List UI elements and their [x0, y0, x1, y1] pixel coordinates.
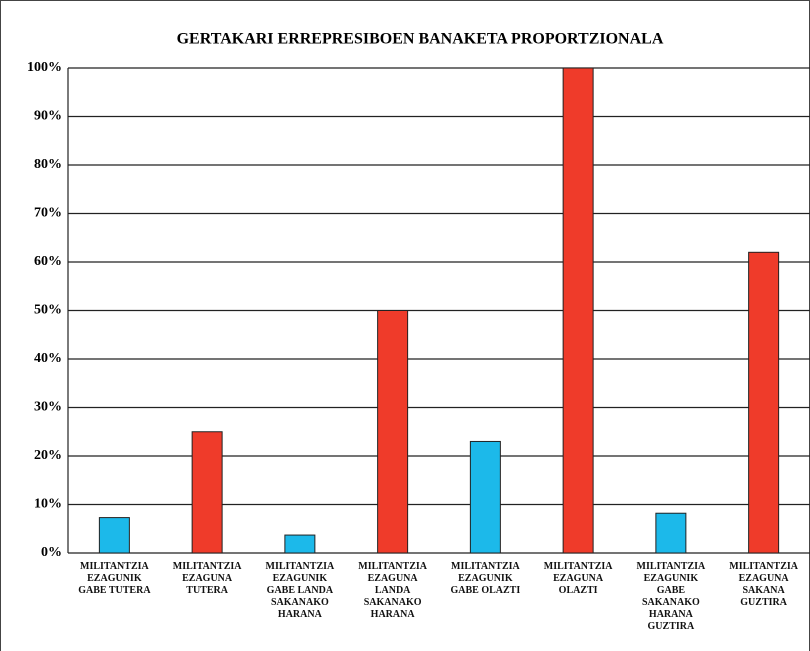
- x-tick-label: MILITANTZIA EZAGUNA TUTERA: [172, 561, 242, 596]
- y-tick-label: 10%: [34, 497, 62, 512]
- y-tick-label: 100%: [27, 60, 62, 75]
- bar: [562, 67, 594, 554]
- x-tick-label: MILITANTZIA EZAGUNIK GABE LANDA SAKANAKO…: [265, 561, 335, 620]
- y-tick-label: 0%: [41, 545, 62, 560]
- y-tick-label: 80%: [34, 157, 62, 172]
- x-tick-label: MILITANTZIA EZAGUNIK GABE OLAZTI: [450, 561, 521, 596]
- y-tick-label: 30%: [34, 400, 62, 415]
- x-tick-label: MILITANTZIA EZAGUNIK GABE TUTERA: [78, 561, 151, 596]
- bar: [655, 512, 687, 554]
- bar: [284, 534, 316, 554]
- x-tick-label: MILITANTZIA EZAGUNA OLAZTI: [543, 561, 613, 596]
- bar: [748, 251, 780, 554]
- y-tick-label: 60%: [34, 254, 62, 269]
- x-tick-label: MILITANTZIA EZAGUNIK GABE SAKANAKO HARAN…: [636, 561, 706, 632]
- y-tick-label: 40%: [34, 351, 62, 366]
- bar: [469, 440, 501, 554]
- x-tick-label: MILITANTZIA EZAGUNA LANDA SAKANAKO HARAN…: [358, 561, 427, 620]
- y-tick-label: 90%: [34, 109, 62, 124]
- x-tick-label: MILITANTZIA EZAGUNA SAKANA GUZTIRA: [729, 561, 798, 608]
- bar: [377, 310, 409, 554]
- bar: [191, 431, 223, 554]
- y-tick-label: 70%: [34, 206, 62, 221]
- y-tick-label: 50%: [34, 303, 62, 318]
- y-tick-label: 20%: [34, 448, 62, 463]
- chart-title: GERTAKARI ERREPRESIBOEN BANAKETA PROPORT…: [177, 31, 664, 48]
- bar: [98, 517, 130, 554]
